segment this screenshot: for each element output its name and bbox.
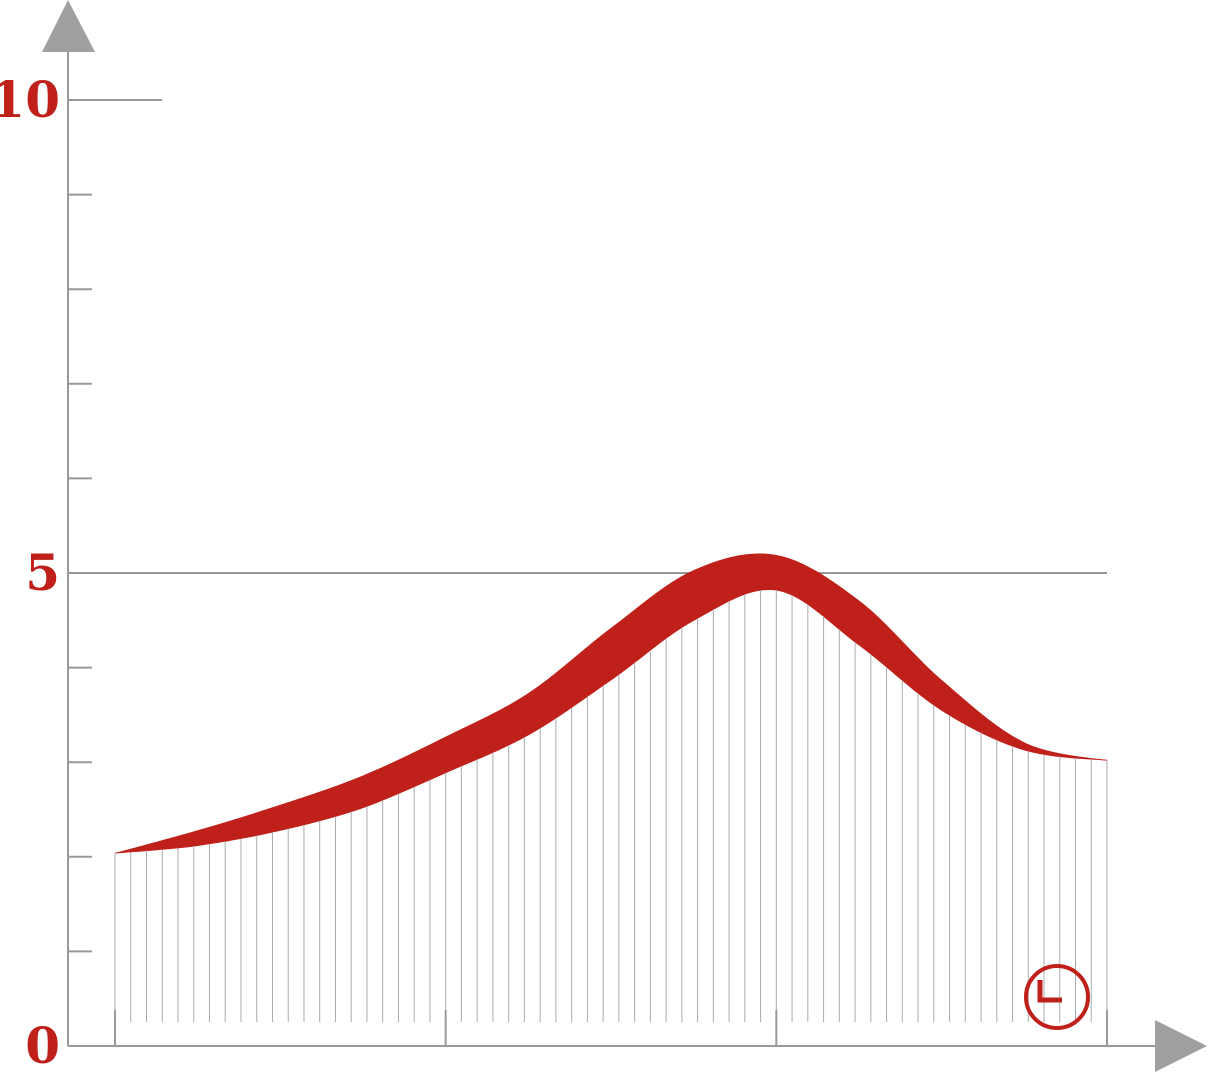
y-axis-arrow — [42, 0, 95, 52]
band — [115, 553, 1107, 854]
hatching — [114, 588, 1108, 1022]
plot — [68, 99, 1108, 1046]
clock-icon — [1024, 964, 1090, 1030]
x-axis-arrow — [1155, 1020, 1207, 1072]
y-tick-label: 10 — [0, 70, 60, 129]
y-tick-label: 0 — [25, 1016, 60, 1072]
y-tick-label: 5 — [25, 543, 60, 602]
